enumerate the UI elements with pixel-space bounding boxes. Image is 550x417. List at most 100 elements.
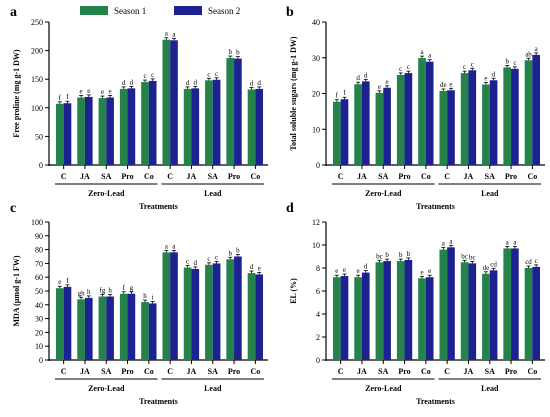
data-label: a [172, 30, 176, 38]
y-tick-label: 90 [35, 232, 43, 241]
bar-a-s2-1 [84, 96, 93, 165]
x-tick-label: C [444, 367, 450, 376]
data-label: a [449, 237, 453, 245]
data-label: bc [376, 252, 383, 260]
panel-c: c 0 10 20 30 40 50 60 70 80 90 100 MDA (µmol g-1 FW)… [10, 201, 268, 406]
bar-a-s2-9 [255, 88, 264, 165]
y-tick-label: 2 [316, 333, 320, 342]
bar-c-s2-7 [212, 263, 221, 360]
data-label: c [207, 255, 210, 263]
y-tick-label: 10 [312, 241, 320, 250]
data-label: d [356, 74, 360, 82]
bar-d-s2-5 [447, 247, 455, 360]
bar-a-s2-2 [106, 97, 114, 165]
data-label: a [420, 48, 424, 56]
data-label: d [257, 79, 261, 87]
x-tick-label: JA [464, 367, 474, 376]
y-tick-label: 80 [35, 246, 43, 255]
bar-c-s1-2 [98, 296, 107, 360]
data-label: a [513, 238, 517, 246]
legend-label-season-1: Season 1 [114, 6, 146, 16]
y-tick-label: 6 [316, 287, 320, 296]
data-label: c [151, 71, 154, 79]
data-label: b [399, 251, 403, 259]
bar-c-s1-6 [183, 267, 192, 360]
data-label: d [122, 79, 126, 87]
panel-letter: d [286, 201, 294, 216]
bar-c-s1-3 [119, 293, 128, 360]
data-label: b [505, 57, 509, 65]
y-tick-label: 60 [35, 273, 43, 282]
x-axis-label: Treatments [416, 202, 455, 211]
bar-d-s2-4 [425, 277, 434, 360]
data-label: a [172, 242, 176, 250]
panel-letter: a [10, 5, 17, 20]
data-label: b [228, 249, 232, 257]
bar-c-s2-6 [191, 268, 200, 360]
x-tick-label: SA [378, 172, 388, 181]
group-label: Zero-Lead [365, 384, 402, 393]
legend: Season 1 Season 2 [80, 6, 240, 16]
bar-b-s1-2 [375, 92, 384, 165]
x-tick-label: JA [187, 172, 197, 181]
data-label: c [143, 72, 146, 80]
bar-a-s1-2 [98, 98, 107, 165]
bar-c-s2-3 [127, 293, 136, 360]
y-tick-label: 100 [31, 218, 43, 227]
bar-b-s2-3 [404, 73, 413, 165]
data-label: c [215, 70, 218, 78]
data-label: fg [99, 287, 105, 295]
bar-b-s1-3 [396, 74, 405, 165]
bar-c-s1-0 [55, 288, 64, 360]
data-label: c [399, 65, 402, 73]
y-tick-label: 70 [35, 259, 43, 268]
data-label: b [236, 247, 240, 255]
data-label: bc [469, 253, 476, 261]
x-tick-label: SA [208, 172, 218, 181]
panel-b: b 0 10 20 30 40 Total soluble sugars (mg g-1 D… [286, 5, 545, 211]
data-label: a [428, 52, 432, 60]
data-label: d [250, 263, 254, 271]
data-label: c [535, 257, 538, 265]
y-tick-label: 10 [35, 342, 43, 351]
bar-d-s1-7 [482, 273, 490, 360]
y-tick-label: 0 [316, 356, 320, 365]
data-label: b [385, 251, 389, 259]
bar-a-s1-6 [183, 88, 192, 165]
data-label: a [442, 240, 446, 248]
y-tick-label: 20 [35, 328, 43, 337]
data-label: b [228, 48, 232, 56]
bar-a-s1-3 [119, 88, 128, 165]
data-label: d [364, 71, 368, 79]
x-tick-label: SA [485, 367, 495, 376]
bar-c-s1-5 [162, 252, 171, 360]
data-label: e [87, 87, 90, 95]
group-label: Lead [481, 189, 499, 198]
x-tick-label: JA [80, 367, 90, 376]
bar-c-s1-1 [77, 299, 85, 360]
bar-c-s2-1 [84, 297, 93, 360]
group-label: Zero-Lead [88, 189, 125, 198]
bar-b-s2-9 [532, 54, 541, 165]
x-tick-label: Co [527, 172, 537, 181]
x-tick-label: SA [101, 367, 111, 376]
data-label: bc [461, 252, 468, 260]
x-tick-label: C [61, 367, 67, 376]
x-tick-label: C [167, 172, 173, 181]
y-tick-label: 30 [312, 54, 320, 63]
data-label: h [143, 292, 147, 300]
bar-c-s2-4 [148, 303, 157, 360]
x-tick-label: SA [208, 367, 218, 376]
data-label: c [407, 63, 410, 71]
data-label: e [109, 88, 112, 96]
data-label: h [108, 287, 112, 295]
bar-b-s1-9 [524, 60, 533, 165]
data-label: c [471, 60, 474, 68]
bar-c-s2-9 [255, 274, 264, 360]
bar-c-s2-8 [234, 256, 242, 360]
bar-c-s2-2 [106, 296, 114, 360]
y-tick-label: 50 [35, 287, 43, 296]
bar-d-s2-1 [361, 272, 370, 360]
x-tick-label: JA [464, 172, 474, 181]
